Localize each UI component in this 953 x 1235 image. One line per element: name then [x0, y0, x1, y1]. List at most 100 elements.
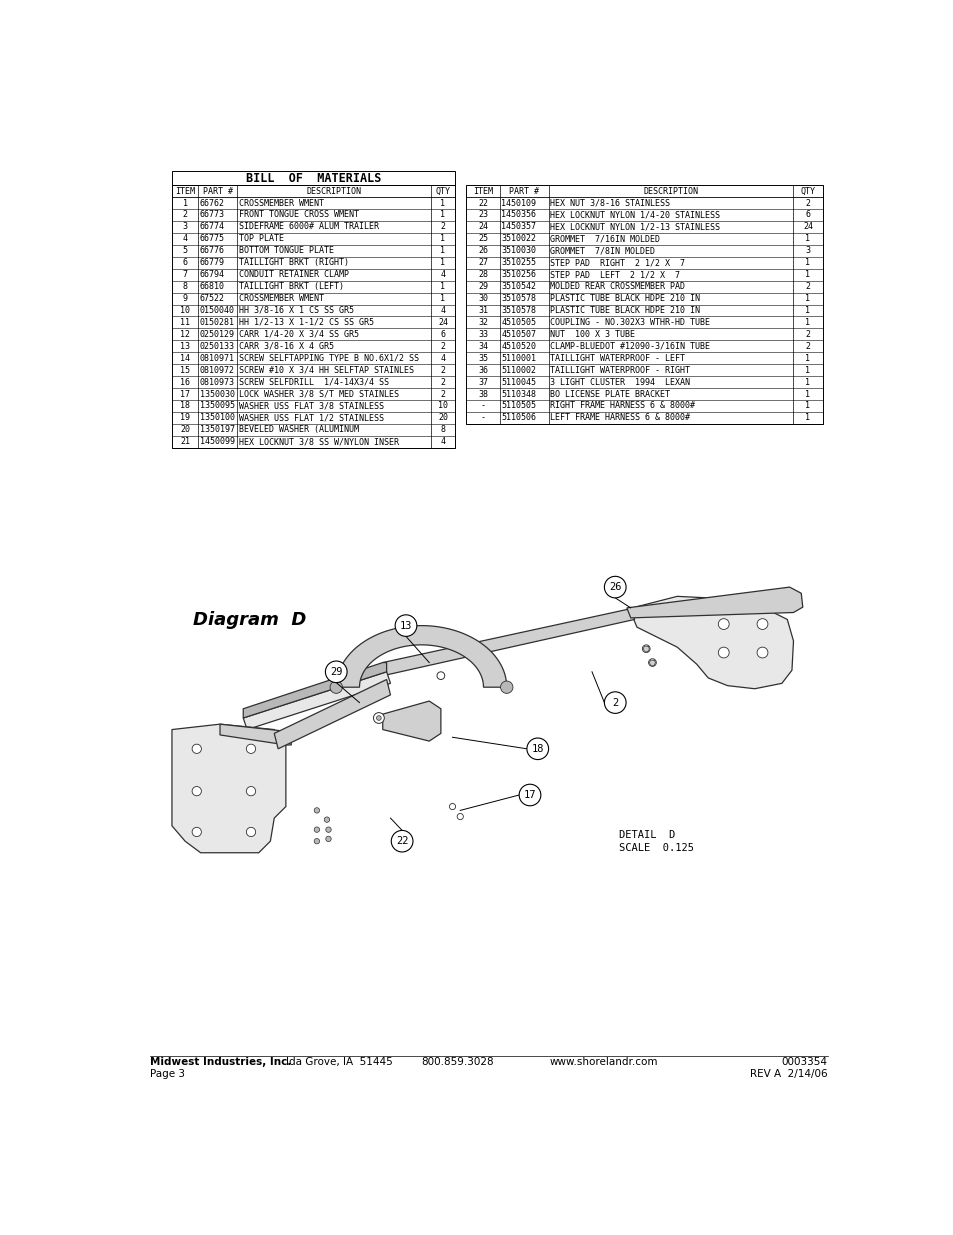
Text: 6: 6 [804, 210, 810, 220]
Text: CLAMP-BLUEDOT #12090-3/16IN TUBE: CLAMP-BLUEDOT #12090-3/16IN TUBE [550, 342, 710, 351]
Text: 5110505: 5110505 [500, 401, 536, 410]
Polygon shape [220, 724, 291, 745]
Text: 3: 3 [804, 246, 810, 256]
Text: 3510578: 3510578 [500, 294, 536, 303]
Text: 1450356: 1450356 [500, 210, 536, 220]
Text: LOCK WASHER 3/8 S/T MED STAINLES: LOCK WASHER 3/8 S/T MED STAINLES [238, 389, 398, 399]
Text: 6: 6 [440, 330, 445, 338]
Text: 0810973: 0810973 [199, 378, 234, 387]
Text: QTY: QTY [800, 186, 815, 195]
Text: 4: 4 [440, 270, 445, 279]
Text: 33: 33 [477, 330, 488, 338]
Text: 1: 1 [804, 258, 810, 267]
Text: 3510542: 3510542 [500, 282, 536, 291]
Text: 66779: 66779 [199, 258, 225, 267]
Circle shape [518, 784, 540, 805]
Text: 1: 1 [804, 294, 810, 303]
Text: RIGHT FRAME HARNESS 6 & 8000#: RIGHT FRAME HARNESS 6 & 8000# [550, 401, 695, 410]
Text: TAILLIGHT BRKT (RIGHT): TAILLIGHT BRKT (RIGHT) [238, 258, 349, 267]
Text: 37: 37 [477, 378, 488, 387]
Text: 10: 10 [437, 401, 448, 410]
Text: 1: 1 [440, 235, 445, 243]
Text: 2: 2 [440, 222, 445, 231]
Text: 2: 2 [612, 698, 618, 708]
Text: 1450357: 1450357 [500, 222, 536, 231]
Circle shape [641, 645, 649, 652]
Text: 4: 4 [440, 306, 445, 315]
Text: 26: 26 [477, 246, 488, 256]
Text: 5110045: 5110045 [500, 378, 536, 387]
Text: www.shorelandr.com: www.shorelandr.com [549, 1057, 658, 1067]
Text: 1450099: 1450099 [199, 437, 234, 446]
Text: Ida Grove, IA  51445: Ida Grove, IA 51445 [286, 1057, 393, 1067]
Circle shape [192, 745, 201, 753]
Text: 22: 22 [477, 199, 488, 207]
Text: 5110348: 5110348 [500, 389, 536, 399]
Text: 24: 24 [437, 317, 448, 327]
Text: GROMMET  7/16IN MOLDED: GROMMET 7/16IN MOLDED [550, 235, 659, 243]
Circle shape [500, 680, 513, 693]
Circle shape [456, 814, 463, 820]
Text: 1350030: 1350030 [199, 389, 234, 399]
Text: 1: 1 [804, 306, 810, 315]
Circle shape [757, 619, 767, 630]
Text: 32: 32 [477, 317, 488, 327]
Text: 5110001: 5110001 [500, 353, 536, 363]
Text: 3510255: 3510255 [500, 258, 536, 267]
Text: HEX LOCKNUT NYLON 1/4-20 STAINLESS: HEX LOCKNUT NYLON 1/4-20 STAINLESS [550, 210, 720, 220]
Text: -: - [480, 401, 485, 410]
Text: 1: 1 [440, 210, 445, 220]
Text: 66774: 66774 [199, 222, 225, 231]
Circle shape [395, 615, 416, 636]
Text: DETAIL  D: DETAIL D [618, 830, 675, 841]
Text: 15: 15 [180, 366, 190, 374]
Polygon shape [274, 679, 390, 748]
Polygon shape [626, 587, 802, 618]
Text: SCREW SELFTAPPING TYPE B NO.6X1/2 SS: SCREW SELFTAPPING TYPE B NO.6X1/2 SS [238, 353, 418, 363]
Text: QTY: QTY [435, 186, 450, 195]
Text: 2: 2 [804, 330, 810, 338]
Circle shape [246, 827, 255, 836]
Text: HEX NUT 3/8-16 STAINLESS: HEX NUT 3/8-16 STAINLESS [550, 199, 670, 207]
Text: 17: 17 [523, 790, 536, 800]
Text: 31: 31 [477, 306, 488, 315]
Text: HH 1/2-13 X 1-1/2 CS SS GR5: HH 1/2-13 X 1-1/2 CS SS GR5 [238, 317, 374, 327]
Text: 30: 30 [477, 294, 488, 303]
Circle shape [314, 827, 319, 832]
Text: STEP PAD  RIGHT  2 1/2 X  7: STEP PAD RIGHT 2 1/2 X 7 [550, 258, 684, 267]
Text: 66775: 66775 [199, 235, 225, 243]
Text: 11: 11 [180, 317, 190, 327]
Text: 2: 2 [804, 282, 810, 291]
Text: HH 3/8-16 X 1 CS SS GR5: HH 3/8-16 X 1 CS SS GR5 [238, 306, 354, 315]
Circle shape [192, 827, 201, 836]
Text: 0003354: 0003354 [781, 1057, 827, 1067]
Text: 3 LIGHT CLUSTER  1994  LEXAN: 3 LIGHT CLUSTER 1994 LEXAN [550, 378, 690, 387]
Text: 18: 18 [180, 401, 190, 410]
Circle shape [648, 658, 656, 667]
Text: 24: 24 [477, 222, 488, 231]
Circle shape [604, 692, 625, 714]
Text: 2: 2 [440, 366, 445, 374]
Text: 66776: 66776 [199, 246, 225, 256]
Text: TAILLIGHT WATERPROOF - LEFT: TAILLIGHT WATERPROOF - LEFT [550, 353, 684, 363]
Text: SCREW SELFDRILL  1/4-14X3/4 SS: SCREW SELFDRILL 1/4-14X3/4 SS [238, 378, 389, 387]
Text: 28: 28 [477, 270, 488, 279]
Text: 8: 8 [440, 425, 445, 435]
Text: Midwest Industries, Inc.: Midwest Industries, Inc. [150, 1057, 292, 1067]
Text: 1: 1 [804, 270, 810, 279]
Text: 1350100: 1350100 [199, 414, 234, 422]
Circle shape [325, 661, 347, 683]
Text: 8: 8 [182, 282, 188, 291]
Text: 2: 2 [182, 210, 188, 220]
Text: 4: 4 [182, 235, 188, 243]
Circle shape [526, 739, 548, 760]
Text: PART #: PART # [203, 186, 233, 195]
Text: CROSSMEMBER WMENT: CROSSMEMBER WMENT [238, 199, 323, 207]
Text: 66773: 66773 [199, 210, 225, 220]
Text: GROMMET  7/8IN MOLDED: GROMMET 7/8IN MOLDED [550, 246, 655, 256]
Text: HEX LOCKNUT 3/8 SS W/NYLON INSER: HEX LOCKNUT 3/8 SS W/NYLON INSER [238, 437, 398, 446]
Text: Diagram  D: Diagram D [193, 611, 306, 630]
Bar [466, 185, 822, 424]
Text: 38: 38 [477, 389, 488, 399]
Text: CROSSMEMBER WMENT: CROSSMEMBER WMENT [238, 294, 323, 303]
